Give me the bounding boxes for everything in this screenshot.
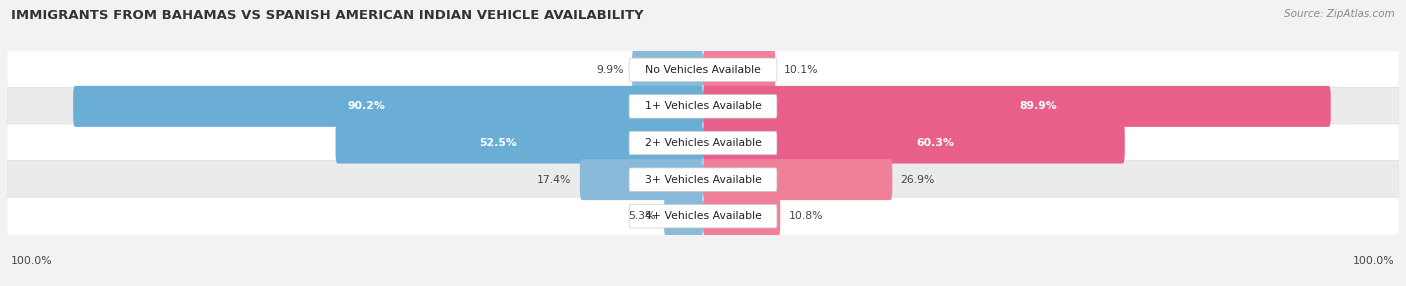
FancyBboxPatch shape [628, 168, 778, 191]
Text: 52.5%: 52.5% [479, 138, 516, 148]
FancyBboxPatch shape [703, 159, 893, 200]
Text: 100.0%: 100.0% [11, 256, 53, 266]
Text: 3+ Vehicles Available: 3+ Vehicles Available [644, 175, 762, 184]
Text: 90.2%: 90.2% [347, 102, 385, 111]
Text: 60.3%: 60.3% [917, 138, 955, 148]
FancyBboxPatch shape [628, 95, 778, 118]
Text: 10.1%: 10.1% [783, 65, 818, 75]
FancyBboxPatch shape [633, 49, 703, 90]
FancyBboxPatch shape [703, 49, 775, 90]
FancyBboxPatch shape [7, 197, 1399, 235]
FancyBboxPatch shape [703, 86, 1330, 127]
Text: 17.4%: 17.4% [537, 175, 571, 184]
Text: No Vehicles Available: No Vehicles Available [645, 65, 761, 75]
FancyBboxPatch shape [628, 204, 778, 228]
FancyBboxPatch shape [7, 51, 1399, 89]
Text: 10.8%: 10.8% [789, 211, 823, 221]
Text: 2+ Vehicles Available: 2+ Vehicles Available [644, 138, 762, 148]
Text: IMMIGRANTS FROM BAHAMAS VS SPANISH AMERICAN INDIAN VEHICLE AVAILABILITY: IMMIGRANTS FROM BAHAMAS VS SPANISH AMERI… [11, 9, 644, 21]
Text: 1+ Vehicles Available: 1+ Vehicles Available [644, 102, 762, 111]
Text: 100.0%: 100.0% [1353, 256, 1395, 266]
FancyBboxPatch shape [628, 58, 778, 82]
FancyBboxPatch shape [579, 159, 703, 200]
Text: 5.3%: 5.3% [628, 211, 655, 221]
FancyBboxPatch shape [336, 122, 703, 164]
FancyBboxPatch shape [703, 122, 1125, 164]
FancyBboxPatch shape [628, 131, 778, 155]
Text: 26.9%: 26.9% [901, 175, 935, 184]
Text: 9.9%: 9.9% [596, 65, 624, 75]
Text: 4+ Vehicles Available: 4+ Vehicles Available [644, 211, 762, 221]
FancyBboxPatch shape [7, 87, 1399, 126]
FancyBboxPatch shape [7, 124, 1399, 162]
Text: Source: ZipAtlas.com: Source: ZipAtlas.com [1284, 9, 1395, 19]
FancyBboxPatch shape [7, 160, 1399, 199]
FancyBboxPatch shape [73, 86, 703, 127]
Text: 89.9%: 89.9% [1019, 102, 1057, 111]
FancyBboxPatch shape [664, 196, 703, 237]
FancyBboxPatch shape [703, 196, 780, 237]
